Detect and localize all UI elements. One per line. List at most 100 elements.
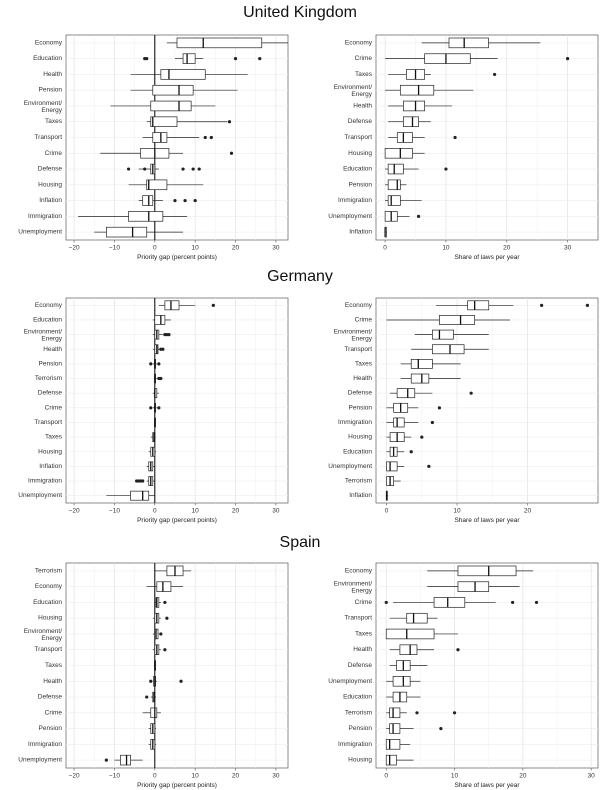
box-education [152,315,171,325]
box-environment-energy [427,581,520,592]
outlier-point [145,57,149,61]
box-iqr [182,53,196,64]
box-iqr [432,344,465,355]
x-tick-label: 10 [192,773,200,780]
box-health [130,69,248,80]
box-taxes [388,69,497,80]
box-iqr [410,373,430,384]
x-tick-label: −20 [69,245,80,252]
box-iqr [385,628,435,640]
box-iqr [160,69,206,80]
category-label: Defense [348,662,373,669]
box-unemployment [386,676,421,687]
category-label: Inflation [349,229,372,236]
box-iqr [384,148,413,159]
box-iqr [403,100,426,112]
title-united-kingdom: United Kingdom [243,4,357,21]
box-terrorism [154,565,192,577]
box-housing [385,754,414,766]
category-label-line: Environment/ [24,100,62,107]
box-iqr [396,388,416,399]
category-label: Environment/Energy [24,100,63,114]
title-germany: Germany [267,268,333,285]
category-label: Economy [345,302,373,309]
category-label-line: Environment/ [24,329,62,336]
outlier-point [258,57,262,61]
category-label: Terrorism [345,478,372,485]
category-label: Pension [39,360,63,367]
category-label: Immigration [28,741,62,748]
box-iqr [439,315,476,325]
outlier-point [233,57,238,61]
box-economy [166,37,288,49]
x-axis-title: Priority gap (percent points) [137,254,217,261]
box-iqr [387,195,401,206]
panel-uk-gap: Economy Education Health Pension Environment… [18,34,289,261]
box-iqr [106,226,148,238]
box-taxes [146,116,232,127]
outlier-point [452,711,457,715]
box-iqr [385,739,401,750]
category-label: Environment/Energy [334,581,373,595]
outlier-point [430,420,434,425]
box-pension [385,179,407,191]
x-axis-title: Priority gap (percent points) [137,782,217,789]
category-label: Environment/Energy [334,84,373,98]
outlier-point [191,167,195,171]
category-label: Health [353,102,372,109]
box-health [152,344,165,355]
category-label: Defense [348,118,373,125]
category-label: Unemployment [18,757,62,764]
box-housing [384,148,425,159]
panel-de-gap: Economy Education Environment/Energy Health… [18,297,289,524]
outlier-point [157,362,161,366]
box-housing [152,612,169,624]
category-label: Health [353,375,372,382]
x-tick-label: −10 [109,245,120,252]
category-label-line: Environment/ [334,329,372,336]
category-label-line: Energy [351,335,372,342]
box-defense [388,116,431,127]
box-crime [385,53,570,64]
box-crime [386,315,510,325]
category-label: Terrorism [345,709,372,716]
box-transport [142,132,213,143]
category-label: Unemployment [328,463,372,470]
outlier-point [227,120,232,124]
x-tick-label: 0 [384,773,388,780]
outlier-point [179,679,183,683]
box-iqr [389,723,401,734]
box-crime [149,402,161,413]
outlier-point [159,632,163,636]
category-label: Immigration [28,478,62,485]
box-iqr [150,100,192,112]
outlier-point [384,600,388,605]
box-economy [146,581,184,592]
category-label: Inflation [39,463,62,470]
outlier-point [456,648,460,652]
category-label: Education [343,448,372,455]
outlier-point [565,57,570,61]
category-label: Unemployment [18,229,62,236]
x-tick-label: 20 [519,773,527,780]
box-iqr [448,37,489,49]
outlier-point [145,695,149,699]
category-label: Transport [344,134,372,141]
box-inflation [384,226,387,238]
category-label: Education [343,694,372,701]
box-iqr [406,612,428,624]
box-immigration [386,417,434,428]
x-tick-label: 30 [272,773,280,780]
category-label: Economy [345,567,373,574]
category-label: Environment/Energy [24,329,63,343]
category-label: Education [33,316,62,323]
box-immigration [135,476,155,486]
box-iqr [120,754,131,766]
category-label: Defense [348,390,373,397]
box-iqr [410,359,433,369]
box-iqr [146,179,168,191]
outlier-point [444,167,448,171]
box-education [386,446,413,457]
box-health [400,373,461,384]
